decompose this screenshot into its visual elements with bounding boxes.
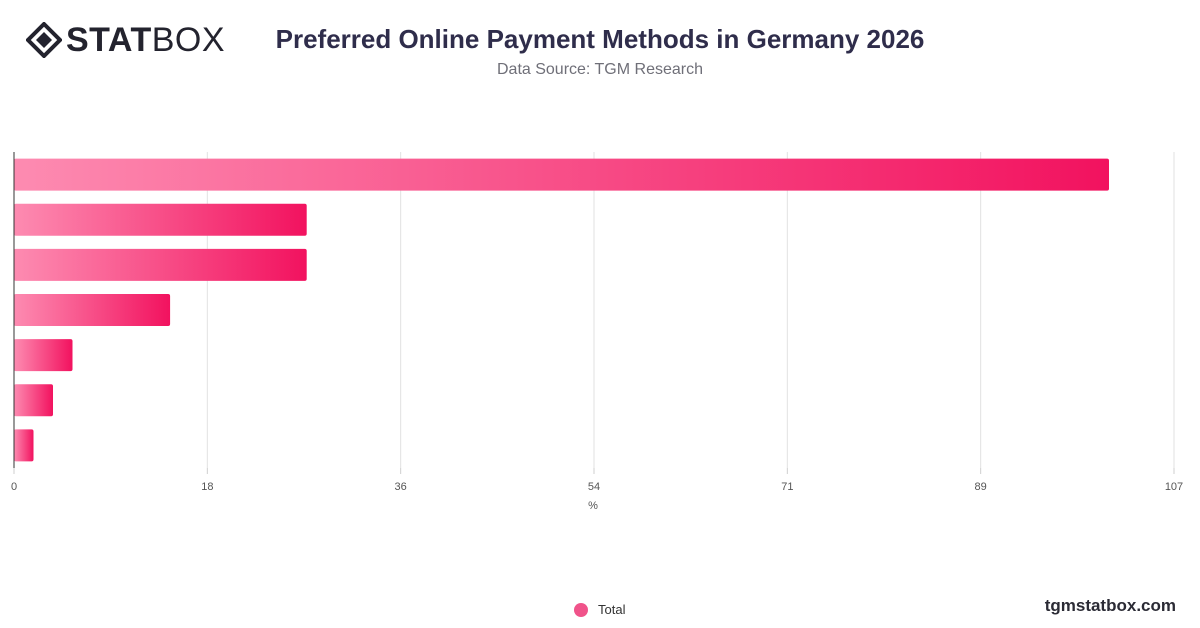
x-tick-label: 0 (11, 481, 17, 493)
bar[interactable] (14, 384, 53, 417)
x-tick-label: 107 (1165, 481, 1183, 493)
legend[interactable]: Total (574, 602, 625, 617)
bar[interactable] (14, 429, 34, 462)
x-tick-label: 36 (395, 481, 407, 493)
bar[interactable] (14, 294, 171, 326)
logo-text-light: BOX (151, 21, 226, 59)
x-tick-label: 18 (201, 481, 213, 493)
bar[interactable] (14, 248, 307, 281)
bar[interactable] (14, 339, 73, 372)
bar[interactable] (14, 203, 307, 236)
chart-title: Preferred Online Payment Methods in Germ… (275, 24, 925, 54)
x-tick-label: 89 (975, 481, 987, 493)
bar-chart: 0 18 36 54 71 89 107 % (11, 152, 1183, 512)
statbox-logo: STATBOX (26, 22, 225, 58)
bar[interactable] (14, 158, 1109, 191)
x-axis-title: % (588, 500, 598, 512)
footer-site: tgmstatbox.com (1044, 596, 1176, 615)
legend-label: Total (598, 602, 626, 617)
legend-marker (574, 602, 588, 617)
chart-subtitle: Data Source: TGM Research (496, 61, 703, 78)
logo-text-bold: STAT (66, 21, 152, 59)
x-tick-label: 71 (781, 481, 793, 493)
logo-diamond-icon (26, 22, 62, 58)
logo-text: STATBOX (66, 22, 225, 58)
x-tick-label: 54 (588, 481, 600, 493)
